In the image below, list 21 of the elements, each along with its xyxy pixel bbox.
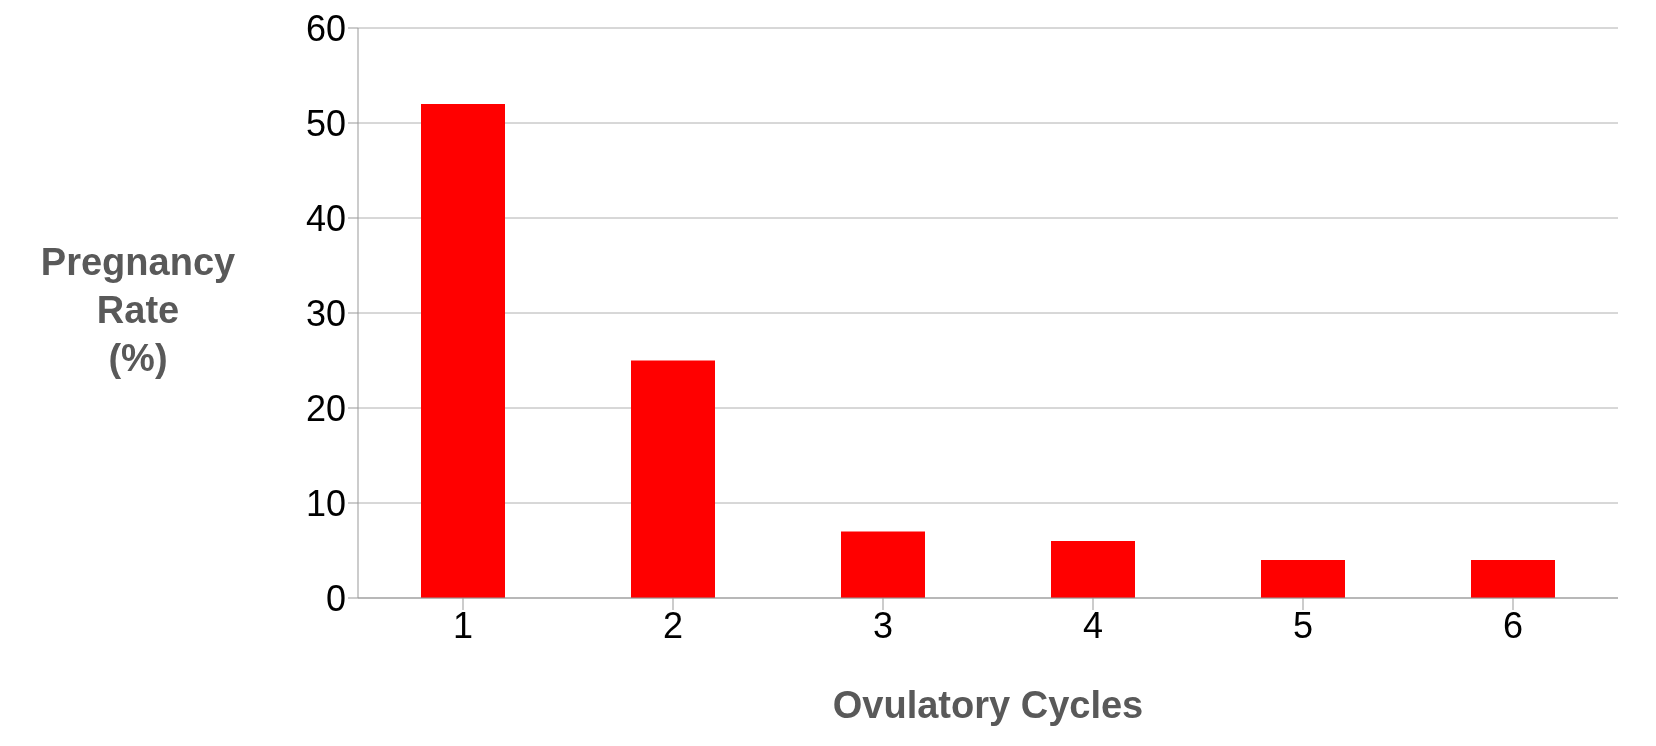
x-tick-label: 1 — [452, 604, 474, 646]
x-tick-label: 4 — [1082, 604, 1104, 646]
y-tick-label: 60 — [305, 7, 346, 49]
y-tick-label: 40 — [305, 197, 346, 239]
x-axis-title: Ovulatory Cycles — [832, 684, 1144, 726]
y-axis-title: Pregnancy Rate (%) — [39, 240, 237, 381]
bar — [631, 360, 715, 598]
bar — [421, 104, 505, 598]
y-tick-label: 20 — [305, 387, 346, 429]
x-tick-label: 5 — [1292, 604, 1314, 646]
x-tick-label: 6 — [1502, 604, 1524, 646]
x-tick-label: 2 — [662, 604, 684, 646]
bar — [841, 531, 925, 598]
y-tick-label: 30 — [305, 292, 346, 334]
x-tick-label: 3 — [872, 604, 894, 646]
y-tick-label: 0 — [325, 577, 346, 619]
y-tick-label: 50 — [305, 102, 346, 144]
bar — [1261, 560, 1345, 598]
bar — [1471, 560, 1555, 598]
bar — [1051, 541, 1135, 598]
y-tick-label: 10 — [305, 482, 346, 524]
